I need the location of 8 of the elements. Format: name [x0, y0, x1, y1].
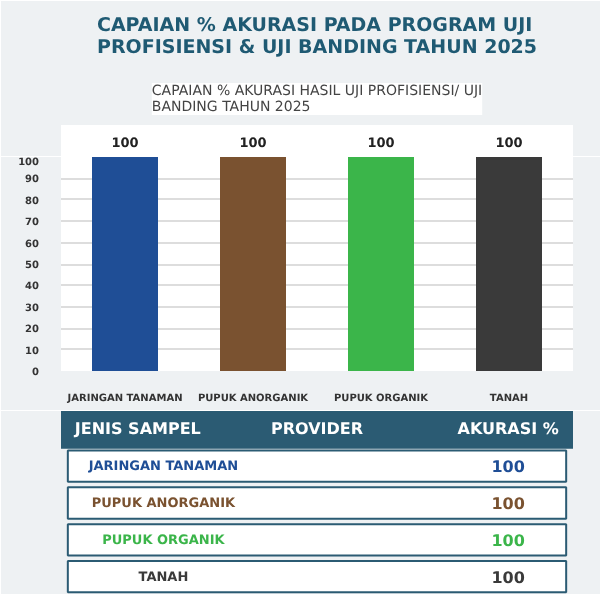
text: JENIS SAMPEL [72, 420, 201, 439]
text: 100 [491, 495, 526, 513]
text: PROVIDER [270, 420, 364, 439]
text: 100 [491, 458, 526, 477]
text: 100 [491, 531, 526, 550]
text: AKURASI % [457, 420, 559, 439]
text: 100 [491, 568, 526, 587]
chart-title: CAPAIAN % AKURASI PADA PROGRAM UJI PROFISIENSI & UJI BANDING TAHUN 2025 [96, 15, 538, 59]
